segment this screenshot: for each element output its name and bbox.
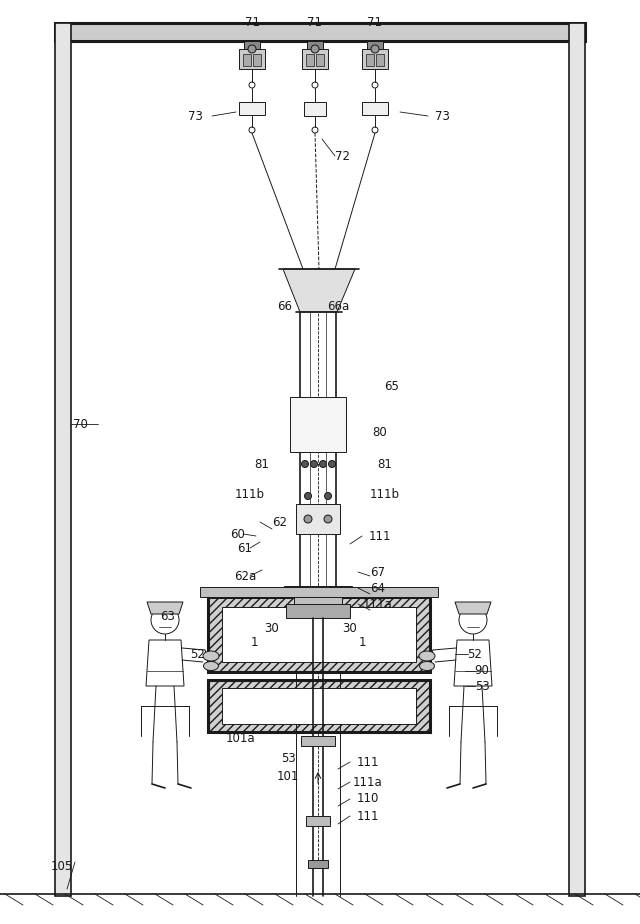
Circle shape: [459, 606, 487, 634]
Text: 64: 64: [371, 581, 385, 594]
Text: 53: 53: [280, 752, 296, 765]
Text: 111: 111: [356, 756, 380, 769]
Text: 110: 110: [357, 793, 379, 806]
Text: 73: 73: [435, 110, 449, 123]
Text: 90: 90: [475, 664, 490, 677]
Bar: [316, 54, 324, 66]
Text: 71: 71: [367, 16, 383, 29]
Bar: [253, 54, 261, 66]
Text: 71: 71: [244, 16, 259, 29]
Text: 105: 105: [51, 859, 73, 872]
Text: 66a: 66a: [327, 299, 349, 312]
Polygon shape: [283, 269, 355, 312]
Text: 111: 111: [356, 809, 380, 822]
Circle shape: [310, 460, 317, 468]
Text: 72: 72: [335, 150, 349, 163]
Bar: [376, 54, 384, 66]
Bar: [243, 54, 251, 66]
Bar: [304, 102, 326, 116]
Bar: [296, 504, 340, 534]
Text: 81: 81: [378, 457, 392, 470]
Circle shape: [305, 492, 312, 500]
Bar: [302, 49, 328, 69]
Bar: [294, 592, 342, 606]
Bar: [208, 680, 430, 732]
Bar: [286, 604, 350, 618]
Bar: [284, 586, 352, 594]
Text: 73: 73: [188, 110, 202, 123]
Circle shape: [324, 492, 332, 500]
Circle shape: [324, 515, 332, 523]
Bar: [569, 23, 585, 896]
Bar: [362, 49, 388, 69]
Text: 1: 1: [250, 636, 258, 649]
Text: 61: 61: [237, 541, 253, 554]
Text: 111b: 111b: [370, 488, 400, 501]
Text: 111a: 111a: [353, 775, 383, 788]
Bar: [306, 54, 314, 66]
Bar: [55, 23, 71, 896]
Text: 81: 81: [255, 457, 269, 470]
Bar: [239, 49, 265, 69]
Bar: [222, 688, 416, 724]
Text: 1: 1: [358, 636, 365, 649]
Text: 101: 101: [277, 770, 299, 783]
Bar: [244, 41, 260, 49]
Bar: [307, 41, 323, 49]
Text: 62: 62: [273, 516, 287, 529]
Bar: [222, 607, 416, 662]
Circle shape: [304, 515, 312, 523]
Circle shape: [301, 460, 308, 468]
Ellipse shape: [203, 651, 219, 661]
Polygon shape: [147, 602, 183, 614]
Bar: [306, 816, 330, 826]
Bar: [55, 23, 585, 41]
Text: 101a: 101a: [225, 733, 255, 746]
Text: 67: 67: [371, 565, 385, 578]
Text: 52: 52: [191, 648, 205, 661]
Text: 60: 60: [230, 528, 245, 541]
Text: 70: 70: [72, 418, 88, 431]
Text: 62a: 62a: [234, 569, 256, 582]
Text: 52: 52: [468, 648, 483, 661]
Circle shape: [311, 45, 319, 53]
Bar: [308, 860, 328, 868]
Bar: [208, 597, 430, 672]
Text: 63: 63: [161, 610, 175, 623]
Bar: [362, 102, 388, 115]
Text: 80: 80: [372, 425, 387, 439]
Ellipse shape: [419, 651, 435, 661]
Bar: [367, 41, 383, 49]
Polygon shape: [455, 602, 491, 614]
Text: 66: 66: [278, 299, 292, 312]
Circle shape: [319, 460, 326, 468]
Text: 71: 71: [307, 16, 323, 29]
Text: 53: 53: [475, 679, 490, 692]
Text: 65: 65: [385, 380, 399, 393]
Bar: [301, 736, 335, 746]
Circle shape: [371, 45, 379, 53]
Text: 111b: 111b: [235, 488, 265, 501]
Polygon shape: [146, 640, 184, 686]
Text: 30: 30: [264, 622, 280, 635]
Circle shape: [328, 460, 335, 468]
Circle shape: [248, 45, 256, 53]
Text: 111a: 111a: [363, 598, 393, 611]
Circle shape: [151, 606, 179, 634]
Polygon shape: [454, 640, 492, 686]
Text: 111: 111: [369, 529, 391, 542]
Ellipse shape: [419, 662, 435, 671]
Bar: [200, 587, 438, 597]
Text: 30: 30: [342, 622, 357, 635]
Bar: [366, 54, 374, 66]
Bar: [239, 102, 265, 115]
Bar: [290, 397, 346, 452]
Ellipse shape: [204, 662, 218, 671]
